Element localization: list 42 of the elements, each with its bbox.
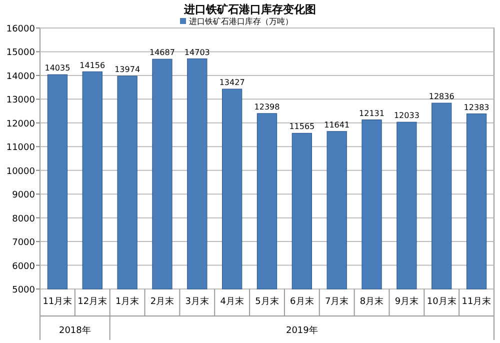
x-tick-label: 3月末 bbox=[185, 296, 210, 307]
data-label: 11565 bbox=[289, 122, 315, 132]
y-tick-label: 16000 bbox=[6, 24, 36, 34]
y-tick-label: 9000 bbox=[12, 190, 36, 201]
y-tick-label: 6000 bbox=[12, 262, 36, 272]
data-label: 12836 bbox=[428, 92, 454, 102]
x-tick-label: 10月末 bbox=[426, 296, 456, 307]
x-tick-label: 2月末 bbox=[150, 296, 174, 307]
x-tick-label: 7月末 bbox=[324, 296, 349, 307]
data-label: 12398 bbox=[254, 102, 280, 112]
x-tick-label: 11月末 bbox=[462, 296, 492, 307]
y-tick-label: 14000 bbox=[6, 72, 36, 82]
x-tick-label: 5月末 bbox=[255, 296, 279, 307]
data-label: 11641 bbox=[324, 120, 350, 130]
legend-label: 进口铁矿石港口库存（万吨） bbox=[189, 17, 293, 26]
data-label: 14035 bbox=[44, 64, 70, 73]
x-tick-label: 11月末 bbox=[42, 296, 72, 307]
y-tick-label: 5000 bbox=[12, 286, 36, 296]
y-tick-label: 11000 bbox=[6, 143, 36, 154]
x-tick-label: 8月末 bbox=[360, 296, 384, 307]
data-label: 13427 bbox=[219, 78, 245, 88]
y-tick-label: 12000 bbox=[6, 119, 36, 130]
data-label: 14703 bbox=[184, 48, 210, 57]
data-label: 14156 bbox=[80, 60, 106, 70]
data-label: 12383 bbox=[464, 102, 490, 112]
y-tick-label: 7000 bbox=[12, 238, 36, 248]
y-tick-label: 10000 bbox=[6, 166, 36, 177]
data-label: 14687 bbox=[150, 48, 175, 58]
x-tick-label: 1月末 bbox=[115, 296, 140, 307]
text: 2019年 bbox=[286, 325, 318, 336]
data-label: 12131 bbox=[359, 108, 384, 118]
y-tick-label: 13000 bbox=[6, 96, 36, 106]
data-label: 12033 bbox=[394, 111, 420, 120]
x-tick-label: 4月末 bbox=[220, 296, 244, 307]
y-tick-label: 8000 bbox=[12, 214, 36, 224]
x-tick-label: 6月末 bbox=[290, 296, 314, 307]
x-tick-label: 12月末 bbox=[78, 296, 108, 307]
chart-title: 进口铁矿石港口库存变化图 bbox=[183, 3, 316, 16]
y-tick-label: 15000 bbox=[6, 48, 36, 58]
data-label: 13974 bbox=[114, 65, 140, 74]
text: 2018年 bbox=[58, 325, 91, 336]
x-tick-label: 9月末 bbox=[394, 296, 419, 307]
